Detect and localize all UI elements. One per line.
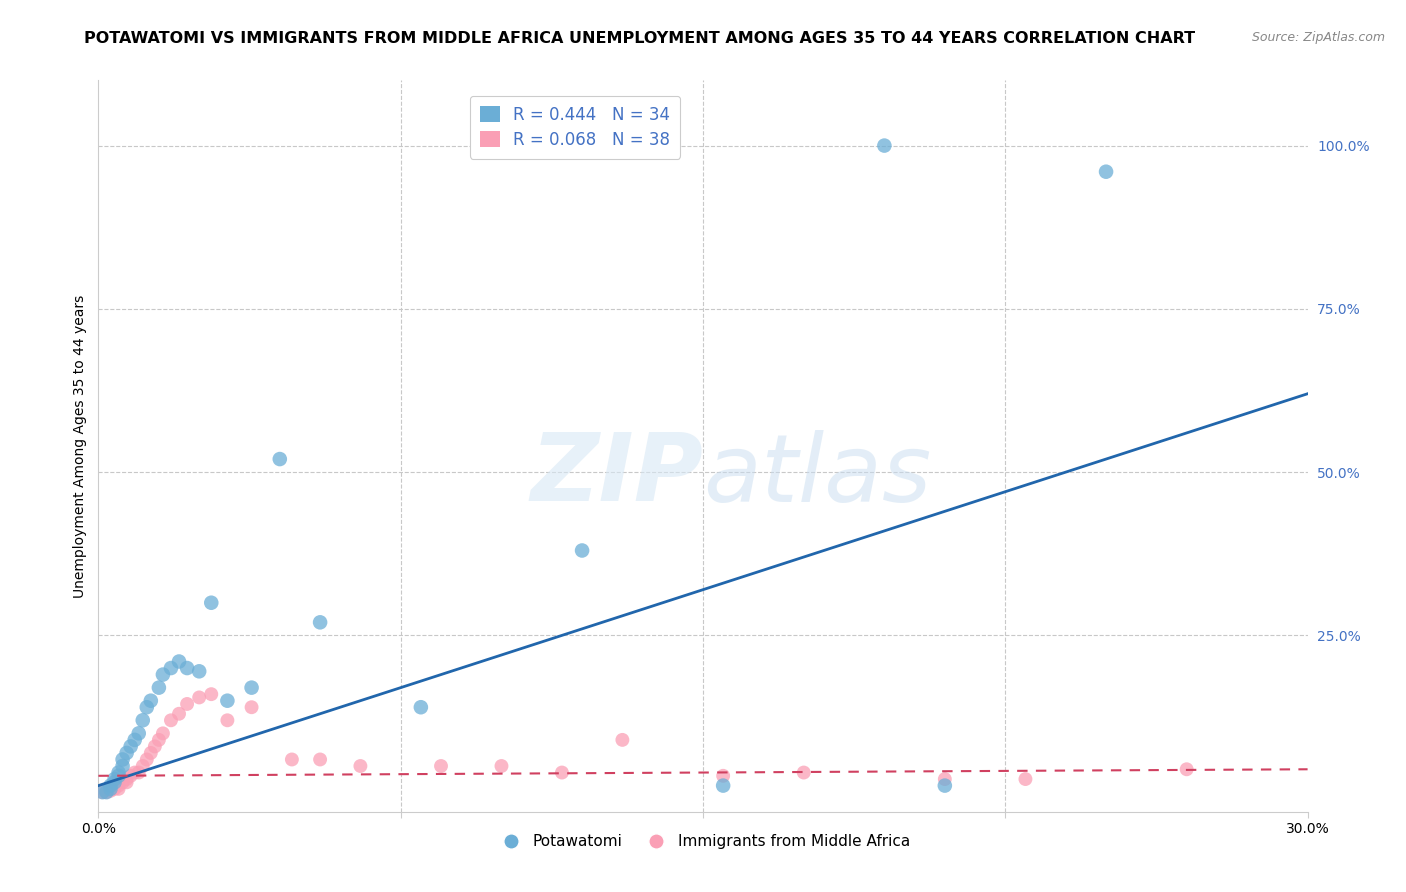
Point bbox=[409, 700, 432, 714]
Point bbox=[111, 775, 134, 789]
Point bbox=[217, 714, 239, 728]
Point bbox=[148, 732, 170, 747]
Point bbox=[188, 665, 211, 679]
Point bbox=[124, 765, 146, 780]
Point bbox=[793, 765, 815, 780]
Point bbox=[103, 779, 125, 793]
Point bbox=[120, 739, 142, 754]
Point bbox=[91, 785, 114, 799]
Point bbox=[167, 655, 190, 669]
Point bbox=[107, 779, 129, 793]
Point bbox=[176, 661, 198, 675]
Point bbox=[152, 667, 174, 681]
Point bbox=[240, 681, 263, 695]
Point bbox=[132, 759, 155, 773]
Point bbox=[107, 781, 129, 796]
Point bbox=[135, 700, 157, 714]
Point bbox=[430, 759, 453, 773]
Point bbox=[176, 697, 198, 711]
Point bbox=[934, 772, 956, 786]
Point bbox=[111, 759, 134, 773]
Point bbox=[103, 781, 125, 796]
Point bbox=[934, 779, 956, 793]
Point bbox=[143, 739, 166, 754]
Point bbox=[349, 759, 371, 773]
Text: Source: ZipAtlas.com: Source: ZipAtlas.com bbox=[1251, 31, 1385, 45]
Point bbox=[188, 690, 211, 705]
Point bbox=[160, 714, 183, 728]
Point bbox=[152, 726, 174, 740]
Point bbox=[120, 769, 142, 783]
Point bbox=[160, 661, 183, 675]
Point bbox=[100, 784, 122, 798]
Point bbox=[103, 775, 125, 789]
Point bbox=[135, 752, 157, 766]
Point bbox=[711, 779, 734, 793]
Point bbox=[139, 694, 162, 708]
Text: atlas: atlas bbox=[703, 430, 931, 521]
Point bbox=[100, 781, 122, 796]
Point bbox=[107, 769, 129, 783]
Point bbox=[551, 765, 574, 780]
Point bbox=[96, 785, 118, 799]
Point bbox=[91, 785, 114, 799]
Point bbox=[111, 752, 134, 766]
Point bbox=[1095, 164, 1118, 178]
Point bbox=[711, 769, 734, 783]
Point bbox=[873, 138, 896, 153]
Point bbox=[115, 746, 138, 760]
Point bbox=[132, 714, 155, 728]
Point bbox=[148, 681, 170, 695]
Text: ZIP: ZIP bbox=[530, 429, 703, 521]
Point bbox=[139, 746, 162, 760]
Point bbox=[217, 694, 239, 708]
Point bbox=[612, 732, 634, 747]
Point bbox=[281, 752, 304, 766]
Point bbox=[309, 615, 332, 630]
Point bbox=[1014, 772, 1036, 786]
Text: POTAWATOMI VS IMMIGRANTS FROM MIDDLE AFRICA UNEMPLOYMENT AMONG AGES 35 TO 44 YEA: POTAWATOMI VS IMMIGRANTS FROM MIDDLE AFR… bbox=[84, 31, 1195, 46]
Point bbox=[128, 765, 150, 780]
Point bbox=[309, 752, 332, 766]
Point bbox=[100, 779, 122, 793]
Point bbox=[124, 732, 146, 747]
Point bbox=[115, 775, 138, 789]
Point bbox=[1175, 762, 1198, 776]
Point bbox=[200, 687, 222, 701]
Point bbox=[240, 700, 263, 714]
Point bbox=[103, 772, 125, 786]
Point bbox=[96, 785, 118, 799]
Point bbox=[491, 759, 513, 773]
Point bbox=[128, 726, 150, 740]
Point bbox=[571, 543, 593, 558]
Point bbox=[167, 706, 190, 721]
Y-axis label: Unemployment Among Ages 35 to 44 years: Unemployment Among Ages 35 to 44 years bbox=[73, 294, 87, 598]
Legend: Potawatomi, Immigrants from Middle Africa: Potawatomi, Immigrants from Middle Afric… bbox=[491, 828, 915, 855]
Point bbox=[107, 765, 129, 780]
Point bbox=[200, 596, 222, 610]
Point bbox=[115, 772, 138, 786]
Point bbox=[269, 452, 291, 467]
